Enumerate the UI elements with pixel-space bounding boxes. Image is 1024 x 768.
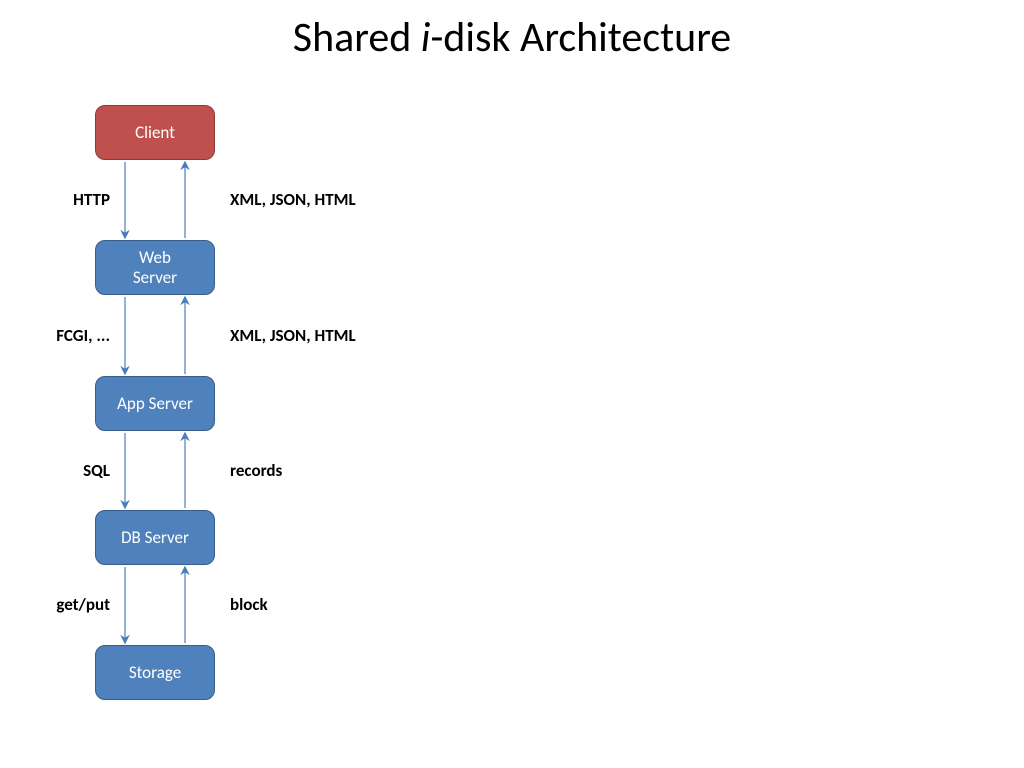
title-post: -disk Architecture [430, 12, 731, 63]
label-left-0: HTTP [0, 189, 110, 210]
slide-title: Shared i-disk Architecture [0, 12, 1024, 63]
node-db: DB Server [95, 510, 215, 565]
node-client: Client [95, 105, 215, 160]
title-italic: i [421, 12, 431, 63]
label-left-1: FCGI, ... [0, 325, 110, 346]
node-app: App Server [95, 376, 215, 431]
label-right-1: XML, JSON, HTML [230, 325, 356, 346]
label-right-3: block [230, 594, 268, 615]
node-web: WebServer [95, 240, 215, 295]
label-left-3: get/put [0, 594, 110, 615]
label-left-2: SQL [0, 460, 110, 481]
title-pre: Shared [293, 12, 421, 63]
label-right-2: records [230, 460, 282, 481]
label-right-0: XML, JSON, HTML [230, 189, 356, 210]
node-storage: Storage [95, 645, 215, 700]
